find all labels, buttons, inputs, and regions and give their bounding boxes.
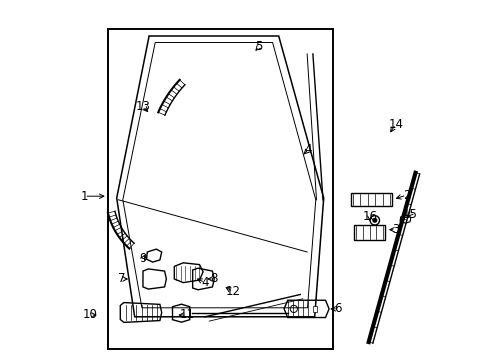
Text: 13: 13 [135,100,150,113]
Text: 12: 12 [225,285,240,298]
Text: 4: 4 [304,143,312,156]
Bar [354,225,384,240]
Text: 1: 1 [81,190,88,203]
Text: 11: 11 [179,309,194,321]
Text: 5: 5 [255,40,262,53]
Bar [312,306,317,312]
Text: 2: 2 [402,189,409,202]
Bar [350,193,391,206]
Text: 16: 16 [362,210,377,222]
Text: 7: 7 [118,273,125,285]
Text: 10: 10 [83,309,98,321]
Bar [107,29,332,349]
Circle shape [372,219,376,222]
Text: 14: 14 [387,118,403,131]
Text: 3: 3 [391,223,399,236]
Text: 9: 9 [139,252,146,265]
Text: 6: 6 [334,302,341,315]
Text: 15: 15 [402,208,417,221]
Text: 4: 4 [201,276,208,289]
Text: 8: 8 [210,273,217,285]
